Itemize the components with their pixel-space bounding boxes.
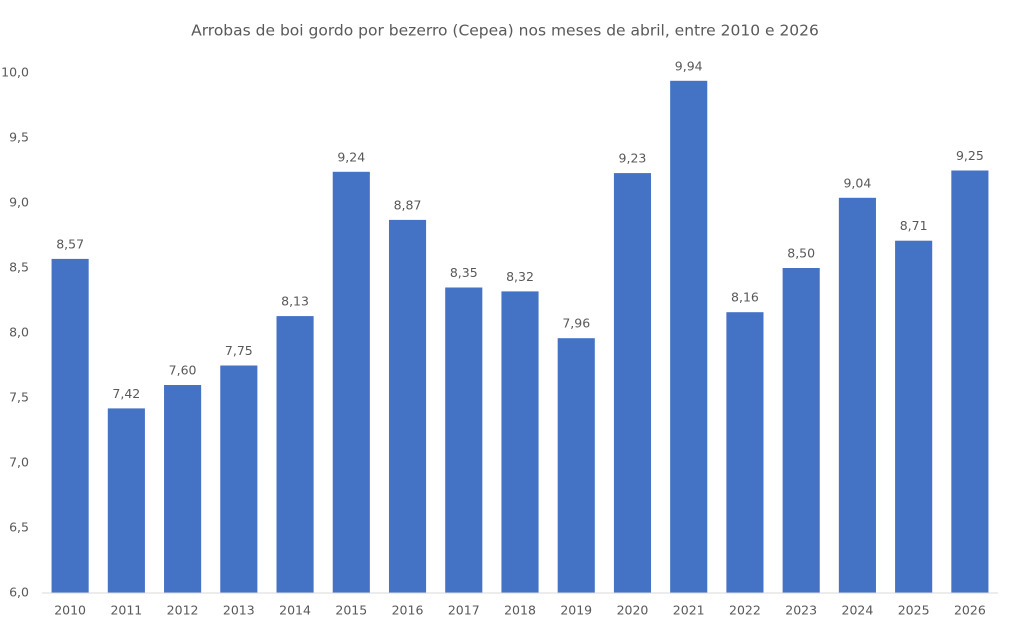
value-label: 8,35: [450, 265, 478, 280]
x-tick-label: 2022: [729, 603, 761, 618]
bar: [332, 171, 370, 594]
bar: [164, 385, 202, 593]
value-label: 7,42: [112, 386, 140, 401]
bar: [276, 316, 314, 593]
x-tick-label: 2013: [223, 603, 255, 618]
x-tick-label: 2026: [954, 603, 986, 618]
value-label: 9,25: [956, 148, 984, 163]
y-tick-label: 6,5: [9, 520, 29, 535]
x-tick-label: 2025: [898, 603, 930, 618]
y-tick-label: 6,0: [9, 585, 29, 600]
bar: [895, 240, 933, 593]
value-label: 9,23: [619, 151, 647, 166]
value-label: 9,24: [337, 149, 365, 164]
bar: [782, 268, 820, 593]
x-tick-label: 2024: [842, 603, 874, 618]
value-label: 8,71: [900, 218, 928, 233]
chart-title: Arrobas de boi gordo por bezerro (Cepea)…: [191, 22, 819, 40]
x-tick-label: 2014: [279, 603, 311, 618]
value-label: 7,96: [562, 316, 590, 331]
y-tick-label: 8,5: [9, 260, 29, 275]
bar: [445, 287, 483, 593]
value-label: 9,04: [843, 175, 871, 190]
value-label: 7,75: [225, 343, 253, 358]
x-tick-label: 2017: [448, 603, 480, 618]
bar: [951, 170, 989, 593]
bar: [501, 291, 539, 593]
bar: [613, 173, 652, 593]
value-label: 8,16: [731, 290, 759, 305]
bar: [670, 80, 708, 594]
x-tick-label: 2016: [392, 603, 424, 618]
value-label: 8,13: [281, 294, 309, 309]
y-tick-label: 7,5: [9, 390, 29, 405]
bar: [107, 408, 145, 593]
x-tick-label: 2018: [504, 603, 536, 618]
y-tick-label: 10,0: [1, 65, 29, 80]
value-label: 8,32: [506, 269, 534, 284]
x-tick-label: 2020: [617, 603, 649, 618]
bar: [51, 258, 89, 593]
y-tick-label: 9,0: [9, 195, 29, 210]
y-tick-label: 9,5: [9, 130, 29, 145]
x-tick-label: 2011: [110, 603, 142, 618]
value-label: 8,50: [787, 246, 815, 261]
value-label: 7,60: [169, 363, 197, 378]
x-tick-label: 2023: [785, 603, 817, 618]
bar: [838, 197, 876, 594]
y-tick-label: 7,0: [9, 455, 29, 470]
value-label: 8,87: [394, 197, 422, 212]
x-tick-label: 2010: [54, 603, 86, 618]
x-tick-label: 2012: [167, 603, 199, 618]
value-label: 8,57: [56, 236, 84, 251]
bar: [726, 312, 764, 593]
x-tick-label: 2019: [560, 603, 592, 618]
y-tick-label: 8,0: [9, 325, 29, 340]
bar: [220, 365, 258, 593]
bar: [557, 338, 595, 593]
bar: [388, 219, 427, 593]
x-tick-label: 2015: [335, 603, 367, 618]
x-tick-label: 2021: [673, 603, 705, 618]
value-label: 9,94: [675, 58, 703, 73]
